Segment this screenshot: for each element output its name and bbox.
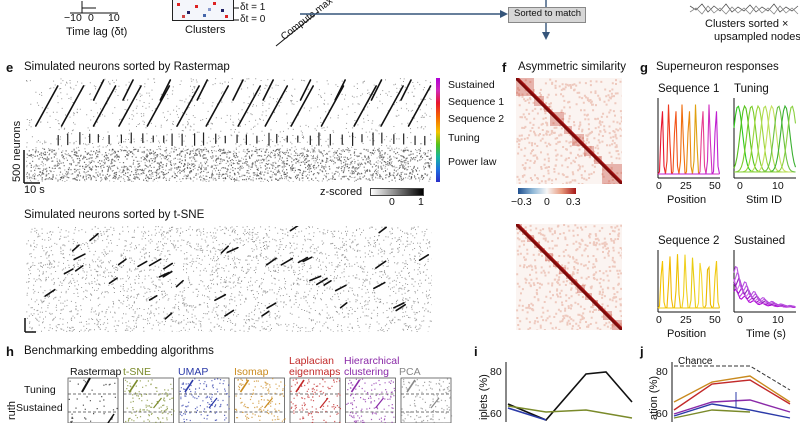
tuning-title: Tuning <box>734 83 769 95</box>
method-umap: UMAP <box>178 366 209 378</box>
sustained-title: Sustained <box>734 235 786 247</box>
scale-10s: 10 s <box>24 184 45 196</box>
tick-neg10: −10 <box>64 12 82 24</box>
similarity-colorbar <box>518 188 576 194</box>
clusters-label: Clusters <box>185 24 226 36</box>
tsne-raster-svg <box>26 226 432 332</box>
panel-f-letter: f <box>502 60 507 75</box>
j-chance: Chance <box>678 356 713 367</box>
panel-h-letter: h <box>6 344 14 359</box>
time-lag-axis <box>70 1 118 14</box>
sim-tick-neg: −0.3 <box>511 196 532 208</box>
legend-tuning: Tuning <box>448 132 480 144</box>
tsne-raster <box>26 226 432 332</box>
seq2-title: Sequence 2 <box>658 235 720 247</box>
seq2-tick-0: 0 <box>656 314 662 326</box>
seq1-tick-0: 0 <box>656 180 662 192</box>
row-tuning: Tuning <box>24 384 56 396</box>
flow-arrows <box>300 0 550 40</box>
panel-e-letter: e <box>6 60 14 75</box>
tsne-scale-bar <box>24 318 36 333</box>
position-label: Position <box>667 194 707 206</box>
seq1-tick-50: 50 <box>709 180 721 192</box>
method-tsne: t-SNE <box>123 366 152 378</box>
j-tick-80: 80 <box>656 366 668 378</box>
clusters-matrix <box>172 0 234 21</box>
j-tick-60: 60 <box>656 408 668 420</box>
rastermap-raster <box>26 78 432 182</box>
triplets-plot <box>505 362 633 422</box>
tuning-tick-0: 0 <box>737 180 743 192</box>
sorted-to-match-box <box>508 7 586 23</box>
seq2-tick-25: 25 <box>680 314 692 326</box>
truth-label-box: ruth <box>2 401 20 420</box>
time-label: Time (s) <box>746 328 786 340</box>
tuning-tick-10: 10 <box>772 180 784 192</box>
tsne-title: Simulated neurons sorted by t-SNE <box>24 209 205 221</box>
sim-tick-0: 0 <box>544 196 550 208</box>
tuning-plot <box>733 98 797 179</box>
method-hierarchical: Hierarchical <box>344 355 400 367</box>
method-laplacian-2: eigenmaps <box>289 366 341 378</box>
legend-powerlaw: Power law <box>448 156 497 168</box>
dt0-label: δt = 0 <box>240 14 266 25</box>
compute-bracket <box>275 11 319 47</box>
seq1-tick-25: 25 <box>680 180 692 192</box>
tick-0: 0 <box>88 12 94 24</box>
panel-g-title: Superneuron responses <box>656 61 779 73</box>
zscored-label: z-scored <box>320 186 363 198</box>
method-isomap: Isomap <box>234 366 269 378</box>
sim-tick-pos: 0.3 <box>566 196 581 208</box>
panel-f-title: Asymmetric similarity <box>518 61 626 73</box>
zscored-colorbar <box>370 188 424 196</box>
zscored-tick-1: 1 <box>418 196 424 208</box>
time-lag-label: Time lag (δt) <box>66 26 128 38</box>
dt1-label: δt = 1 <box>240 2 266 13</box>
panel-g-letter: g <box>640 60 648 75</box>
rastermap-colorbar <box>436 78 440 182</box>
legend-sequence2: Sequence 2 <box>448 113 505 125</box>
upsampled-nodes-label: upsampled nodes <box>714 31 800 43</box>
method-rastermap: Rastermap <box>70 366 122 378</box>
sorted-to-match-label: Sorted to match <box>514 8 582 19</box>
method-pca: PCA <box>399 366 421 378</box>
similarity-matrix-1 <box>516 78 622 184</box>
legend-sustained: Sustained <box>448 79 495 91</box>
panel-h-title: Benchmarking embedding algorithms <box>24 345 214 357</box>
seq2-tick-50: 50 <box>709 314 721 326</box>
panel-e-title: Simulated neurons sorted by Rastermap <box>24 61 230 73</box>
truth-label: ruth <box>6 401 18 420</box>
classification-plot <box>671 362 791 422</box>
scale-bars <box>23 150 40 184</box>
i-tick-60: 60 <box>490 408 502 420</box>
panel-j-letter: j <box>640 344 644 359</box>
clusters-sorted-label: Clusters sorted × <box>705 18 789 30</box>
dt-brackets <box>234 7 239 21</box>
upsampled-nodes-graphic <box>689 3 799 15</box>
benchmark-embeddings <box>67 377 453 423</box>
legend-sequence1: Sequence 1 <box>448 96 505 108</box>
i-y-label: iplets (%) <box>478 374 490 420</box>
sustained-plot <box>733 250 796 313</box>
zscored-tick-0: 0 <box>389 196 395 208</box>
seq1-plot <box>657 98 721 179</box>
rastermap-raster-svg <box>26 78 432 182</box>
seq1-title: Sequence 1 <box>658 83 720 95</box>
seq2-plot <box>657 250 721 313</box>
sustained-tick-0: 0 <box>737 314 743 326</box>
method-hierarchical-2: clustering <box>344 366 389 378</box>
stim-id-label: Stim ID <box>746 194 783 206</box>
tick-10: 10 <box>108 12 120 24</box>
i-tick-80: 80 <box>490 366 502 378</box>
row-sustained: Sustained <box>16 402 63 414</box>
panel-i-letter: i <box>474 344 478 359</box>
method-laplacian: Laplacian <box>289 355 334 367</box>
sustained-tick-10: 10 <box>772 314 784 326</box>
similarity-matrix-2 <box>516 224 622 330</box>
position2-label: Position <box>667 328 707 340</box>
